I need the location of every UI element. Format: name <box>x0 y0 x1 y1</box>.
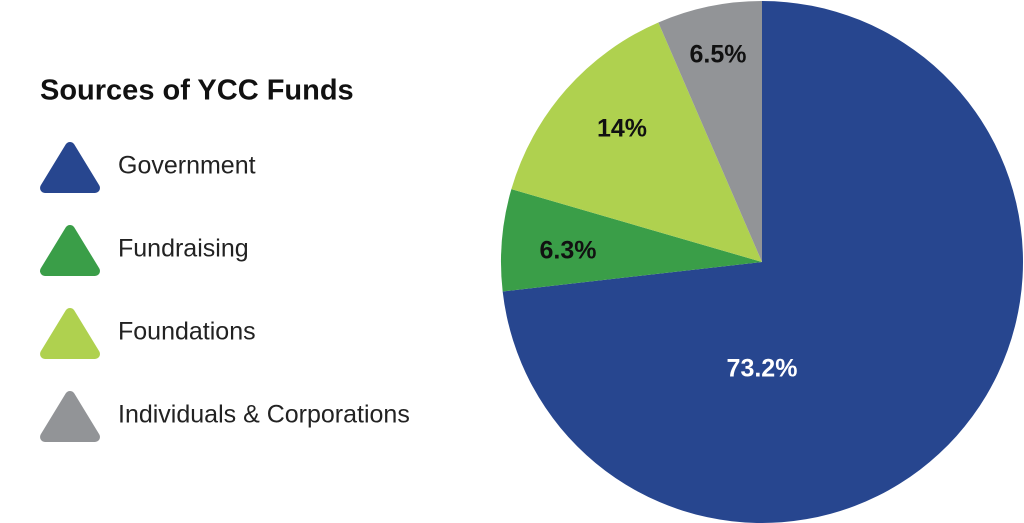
legend-text: Government <box>118 152 256 180</box>
pie-slice <box>501 189 762 292</box>
pie-slice <box>658 1 762 262</box>
legend-text: Individuals & Corporations <box>118 401 410 429</box>
slice-label: 6.5% <box>690 41 747 69</box>
pie-slice <box>511 22 762 262</box>
slice-label: 6.3% <box>540 237 597 265</box>
chart-title: Sources of YCC Funds <box>40 75 354 107</box>
legend-text: Fundraising <box>118 235 249 263</box>
legend-swatch <box>40 225 100 276</box>
slice-label: 73.2% <box>727 355 798 383</box>
slice-label: 14% <box>597 115 647 143</box>
legend-swatch <box>40 142 100 193</box>
legend-swatch <box>40 308 100 359</box>
pie-slice <box>502 1 1023 523</box>
legend-text: Foundations <box>118 318 256 346</box>
legend-swatch <box>40 391 100 442</box>
